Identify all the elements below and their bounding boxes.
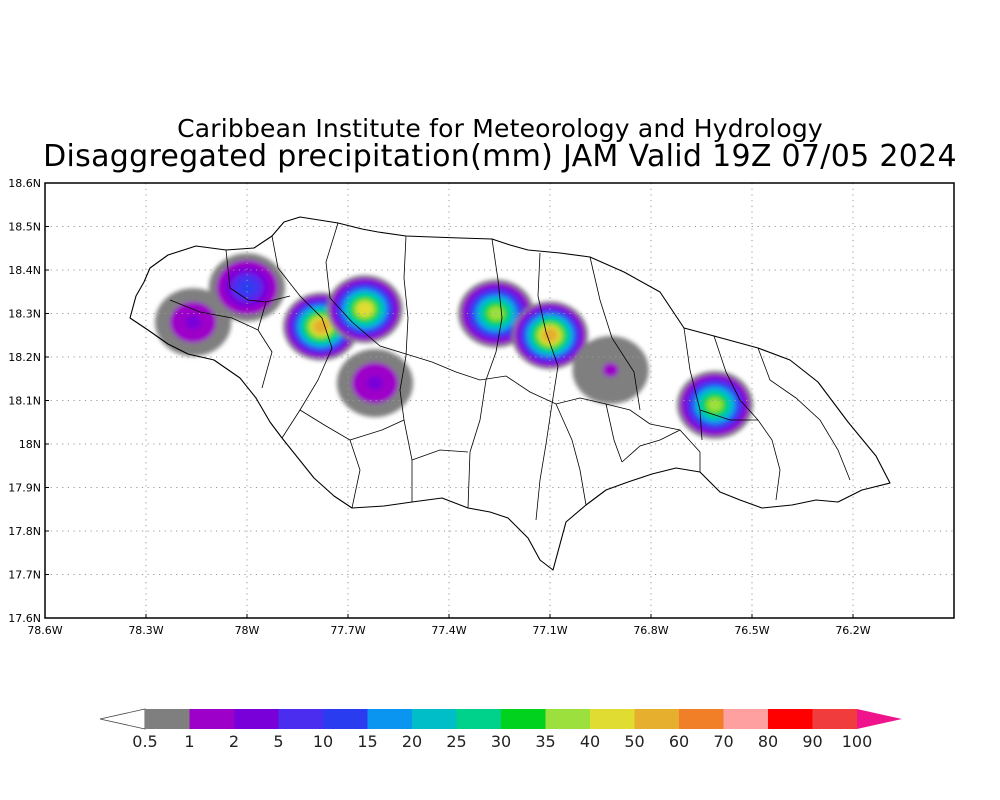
colorbar-label: 2 — [229, 732, 239, 751]
latitude-labels: 18.6N 18.5N 18.4N 18.3N 18.2N 18.1N 18N 17.9N 17… — [8, 177, 49, 625]
lat-tick-label: 17.9N — [8, 482, 41, 495]
precip-contour-band — [185, 315, 201, 330]
lat-tick-label: 18.3N — [8, 308, 41, 321]
lon-tick-label: 76.8W — [633, 624, 668, 637]
precip-contour-band — [602, 363, 619, 378]
map-grid — [45, 183, 954, 618]
colorbar-label: 1 — [184, 732, 194, 751]
precip-cell — [326, 275, 403, 344]
colorbar-label: 35 — [535, 732, 555, 751]
colorbar-label: 80 — [758, 732, 778, 751]
precip-contour-band — [707, 397, 723, 412]
lon-tick-label: 78.3W — [128, 624, 163, 637]
precip-cell — [208, 253, 286, 322]
colorbar-swatch — [723, 709, 768, 729]
lon-tick-label: 78W — [235, 624, 260, 637]
lon-tick-label: 77.7W — [330, 624, 365, 637]
colorbar-swatch — [145, 709, 190, 729]
colorbar-swatch — [590, 709, 635, 729]
colorbar-swatch — [234, 709, 279, 729]
lon-tick-label: 77.1W — [532, 624, 567, 637]
lat-tick-label: 17.7N — [8, 569, 41, 582]
colorbar-swatch — [812, 709, 857, 729]
lat-tick-label: 17.8N — [8, 525, 41, 538]
colorbar-swatch — [545, 709, 590, 729]
precip-contour-band — [313, 319, 329, 334]
colorbar-swatch — [456, 709, 501, 729]
precipitation-field — [155, 253, 754, 439]
figure-subtitle: Disaggregated precipitation(mm) JAM Vali… — [43, 139, 957, 174]
precip-cell — [572, 336, 649, 405]
colorbar-low-arrow — [99, 708, 146, 730]
colorbar-label: 10 — [313, 732, 333, 751]
figure-title: Caribbean Institute for Meteorology and … — [177, 114, 823, 143]
longitude-labels: 78.6W 78.3W 78W 77.7W 77.4W 77.1W 76.8W 76.5W 76… — [27, 614, 871, 637]
lat-tick-label: 18.6N — [8, 177, 41, 190]
colorbar-swatch — [412, 709, 457, 729]
colorbar-swatch — [323, 709, 368, 729]
lat-tick-label: 18.2N — [8, 351, 41, 364]
precip-cell — [336, 349, 414, 418]
lon-tick-label: 76.2W — [835, 624, 870, 637]
colorbar-label: 25 — [446, 732, 466, 751]
colorbar-swatch — [679, 709, 724, 729]
lat-tick-label: 18.4N — [8, 264, 41, 277]
colorbar-swatch — [634, 709, 679, 729]
colorbar-swatch — [278, 709, 323, 729]
colorbar-swatch — [189, 709, 234, 729]
colorbar-label: 40 — [580, 732, 600, 751]
lat-tick-label: 18N — [19, 438, 41, 451]
colorbar-swatch — [768, 709, 813, 729]
precip-cell — [511, 301, 589, 370]
colorbar-swatch — [501, 709, 546, 729]
colorbar-label: 70 — [713, 732, 733, 751]
precip-contour-band — [356, 302, 373, 317]
colorbar-label: 15 — [357, 732, 377, 751]
lat-tick-label: 17.6N — [8, 612, 41, 625]
colorbar-label: 5 — [273, 732, 283, 751]
lon-tick-label: 78.6W — [27, 624, 62, 637]
precip-contour-band — [239, 280, 255, 295]
jamaica-coastline — [129, 216, 891, 571]
colorbar-label: 20 — [402, 732, 422, 751]
colorbar-label: 60 — [669, 732, 689, 751]
colorbar-label: 50 — [624, 732, 644, 751]
precip-cell — [155, 288, 232, 357]
colorbar-high-arrow — [857, 709, 902, 729]
precip-contour-band — [542, 328, 558, 343]
colorbar-label: 30 — [491, 732, 511, 751]
colorbar-label: 100 — [842, 732, 873, 751]
lat-tick-label: 18.5N — [8, 221, 41, 234]
colorbar-swatch — [367, 709, 412, 729]
lat-tick-label: 18.1N — [8, 395, 41, 408]
lon-tick-label: 76.5W — [734, 624, 769, 637]
map-frame — [44, 182, 955, 619]
parish-boundaries — [169, 222, 851, 521]
lon-tick-label: 77.4W — [431, 624, 466, 637]
colorbar: 0.5 1 2 5 10 15 20 25 30 35 40 50 60 70 80 90 100 — [99, 708, 902, 751]
colorbar-label: 0.5 — [132, 732, 157, 751]
colorbar-label: 90 — [802, 732, 822, 751]
precip-contour-band — [367, 376, 383, 391]
precip-cell — [676, 370, 754, 439]
